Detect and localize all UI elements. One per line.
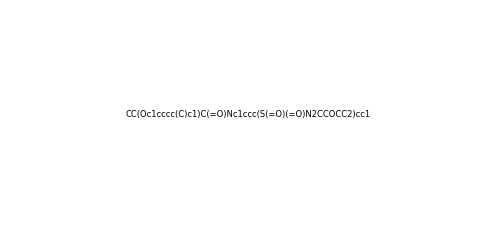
Text: CC(Oc1cccc(C)c1)C(=O)Nc1ccc(S(=O)(=O)N2CCOCC2)cc1: CC(Oc1cccc(C)c1)C(=O)Nc1ccc(S(=O)(=O)N2C… xyxy=(125,109,371,118)
